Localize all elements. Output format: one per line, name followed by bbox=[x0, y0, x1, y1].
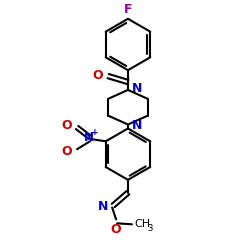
Text: O: O bbox=[62, 119, 72, 132]
Text: +: + bbox=[91, 128, 99, 137]
Text: 3: 3 bbox=[148, 224, 153, 233]
Text: N: N bbox=[84, 131, 94, 144]
Text: N: N bbox=[98, 200, 108, 213]
Text: N: N bbox=[132, 82, 142, 96]
Text: O: O bbox=[111, 223, 122, 236]
Text: O: O bbox=[62, 145, 72, 158]
Text: N: N bbox=[132, 119, 142, 132]
Text: F: F bbox=[124, 3, 132, 16]
Text: O: O bbox=[93, 68, 103, 82]
Text: CH: CH bbox=[134, 219, 150, 229]
